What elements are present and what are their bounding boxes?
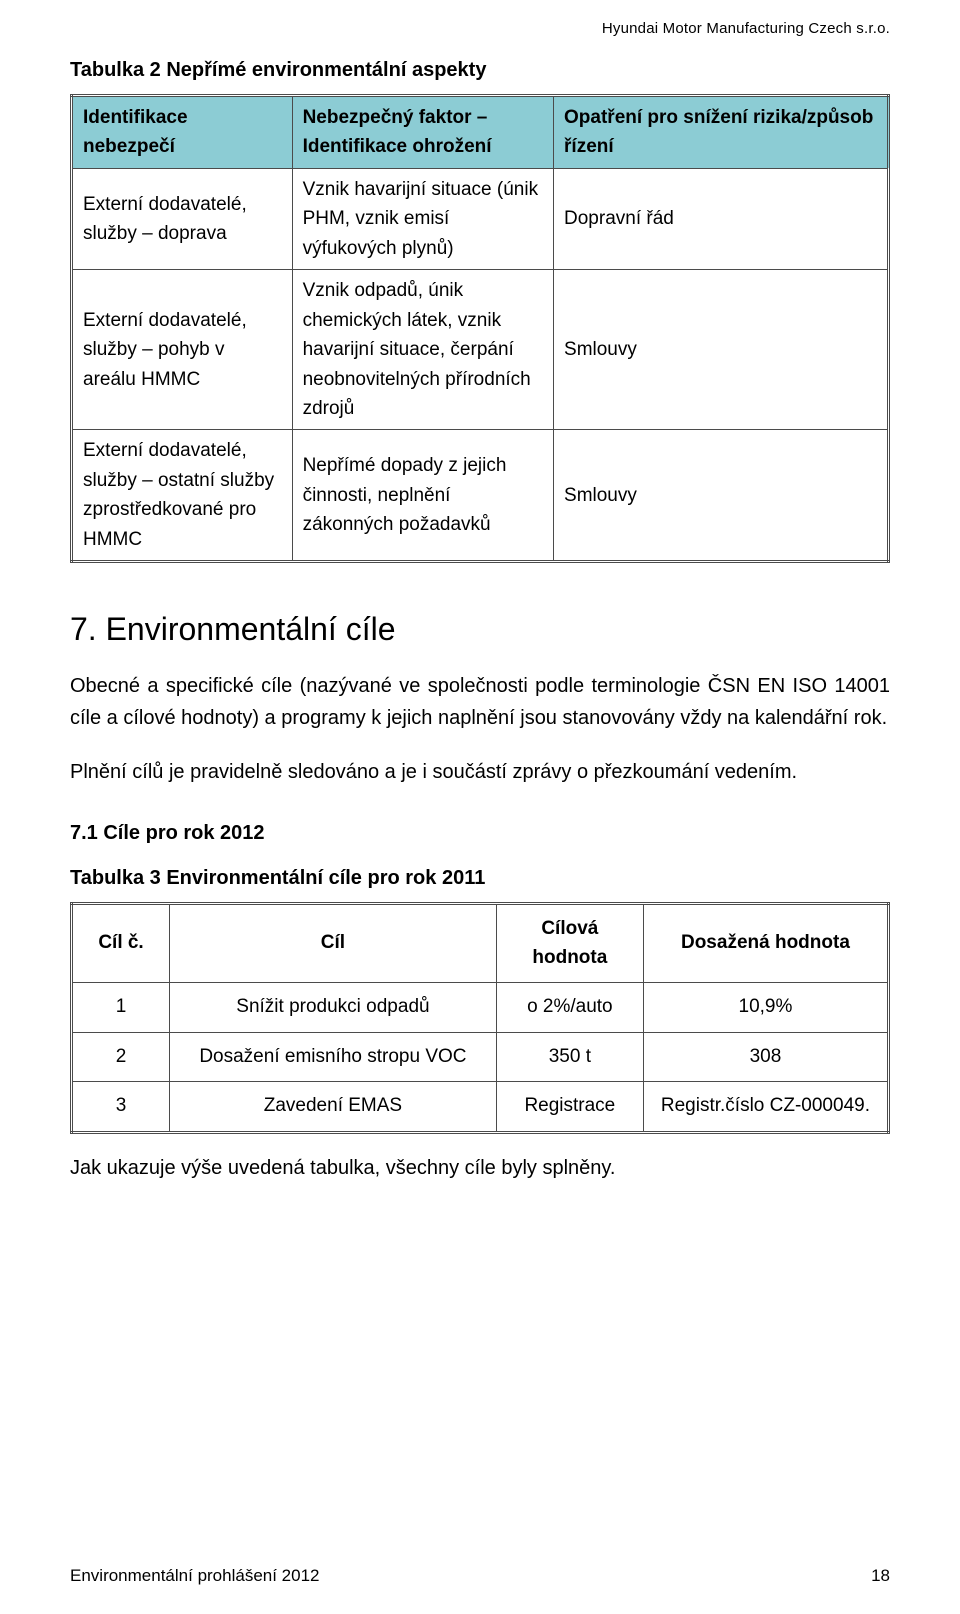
company-header: Hyundai Motor Manufacturing Czech s.r.o. <box>70 20 890 37</box>
table-row: Externí dodavatelé, služby – ostatní slu… <box>72 430 889 562</box>
page-footer: Environmentální prohlášení 2012 18 <box>70 1566 890 1586</box>
table3: Cíl č. Cíl Cílová hodnota Dosažená hodno… <box>70 902 890 1134</box>
table3-cell: 1 <box>72 983 170 1033</box>
table3-cell: Registrace <box>496 1082 643 1133</box>
table3-cell: Dosažení emisního stropu VOC <box>170 1032 497 1082</box>
table2: Identifikace nebezpečí Nebezpečný faktor… <box>70 94 890 563</box>
table-row: 1 Snížit produkci odpadů o 2%/auto 10,9% <box>72 983 889 1033</box>
table2-header-3: Opatření pro snížení rizika/způsob řízen… <box>554 96 889 169</box>
closing-paragraph: Jak ukazuje výše uvedená tabulka, všechn… <box>70 1152 890 1184</box>
table2-header-1: Identifikace nebezpečí <box>72 96 293 169</box>
table-row: Externí dodavatelé, služby – doprava Vzn… <box>72 168 889 269</box>
footer-left: Environmentální prohlášení 2012 <box>70 1566 320 1586</box>
table2-cell: Dopravní řád <box>554 168 889 269</box>
table3-cell: Snížit produkci odpadů <box>170 983 497 1033</box>
table3-cell: 350 t <box>496 1032 643 1082</box>
table3-header-2: Cíl <box>170 904 497 983</box>
table3-caption: Tabulka 3 Environmentální cíle pro rok 2… <box>70 867 890 890</box>
table3-cell: 10,9% <box>643 983 888 1033</box>
table2-cell: Externí dodavatelé, služby – pohyb v are… <box>72 270 293 430</box>
table2-cell: Vznik odpadů, únik chemických látek, vzn… <box>292 270 553 430</box>
table3-header-4: Dosažená hodnota <box>643 904 888 983</box>
table2-cell: Nepřímé dopady z jejich činnosti, neplně… <box>292 430 553 562</box>
table3-cell: Registr.číslo CZ-000049. <box>643 1082 888 1133</box>
table-row: 3 Zavedení EMAS Registrace Registr.číslo… <box>72 1082 889 1133</box>
table2-cell: Externí dodavatelé, služby – ostatní slu… <box>72 430 293 562</box>
table-row: 2 Dosažení emisního stropu VOC 350 t 308 <box>72 1032 889 1082</box>
table2-cell: Smlouvy <box>554 430 889 562</box>
table3-cell: 2 <box>72 1032 170 1082</box>
table2-cell: Externí dodavatelé, služby – doprava <box>72 168 293 269</box>
table2-cell: Smlouvy <box>554 270 889 430</box>
table3-cell: 308 <box>643 1032 888 1082</box>
section7-paragraph1: Obecné a specifické cíle (nazývané ve sp… <box>70 670 890 734</box>
table3-header-3: Cílová hodnota <box>496 904 643 983</box>
table3-cell: 3 <box>72 1082 170 1133</box>
table3-cell: Zavedení EMAS <box>170 1082 497 1133</box>
table3-cell: o 2%/auto <box>496 983 643 1033</box>
table2-cell: Vznik havarijní situace (únik PHM, vznik… <box>292 168 553 269</box>
section7-title: 7. Environmentální cíle <box>70 611 890 648</box>
table2-header-2: Nebezpečný faktor – Identifikace ohrožen… <box>292 96 553 169</box>
footer-right: 18 <box>871 1566 890 1586</box>
table-row: Externí dodavatelé, služby – pohyb v are… <box>72 270 889 430</box>
table3-header-1: Cíl č. <box>72 904 170 983</box>
section7-paragraph2: Plnění cílů je pravidelně sledováno a je… <box>70 756 890 788</box>
subsection-71-title: 7.1 Cíle pro rok 2012 <box>70 822 890 845</box>
table2-caption: Tabulka 2 Nepřímé environmentální aspekt… <box>70 59 890 82</box>
